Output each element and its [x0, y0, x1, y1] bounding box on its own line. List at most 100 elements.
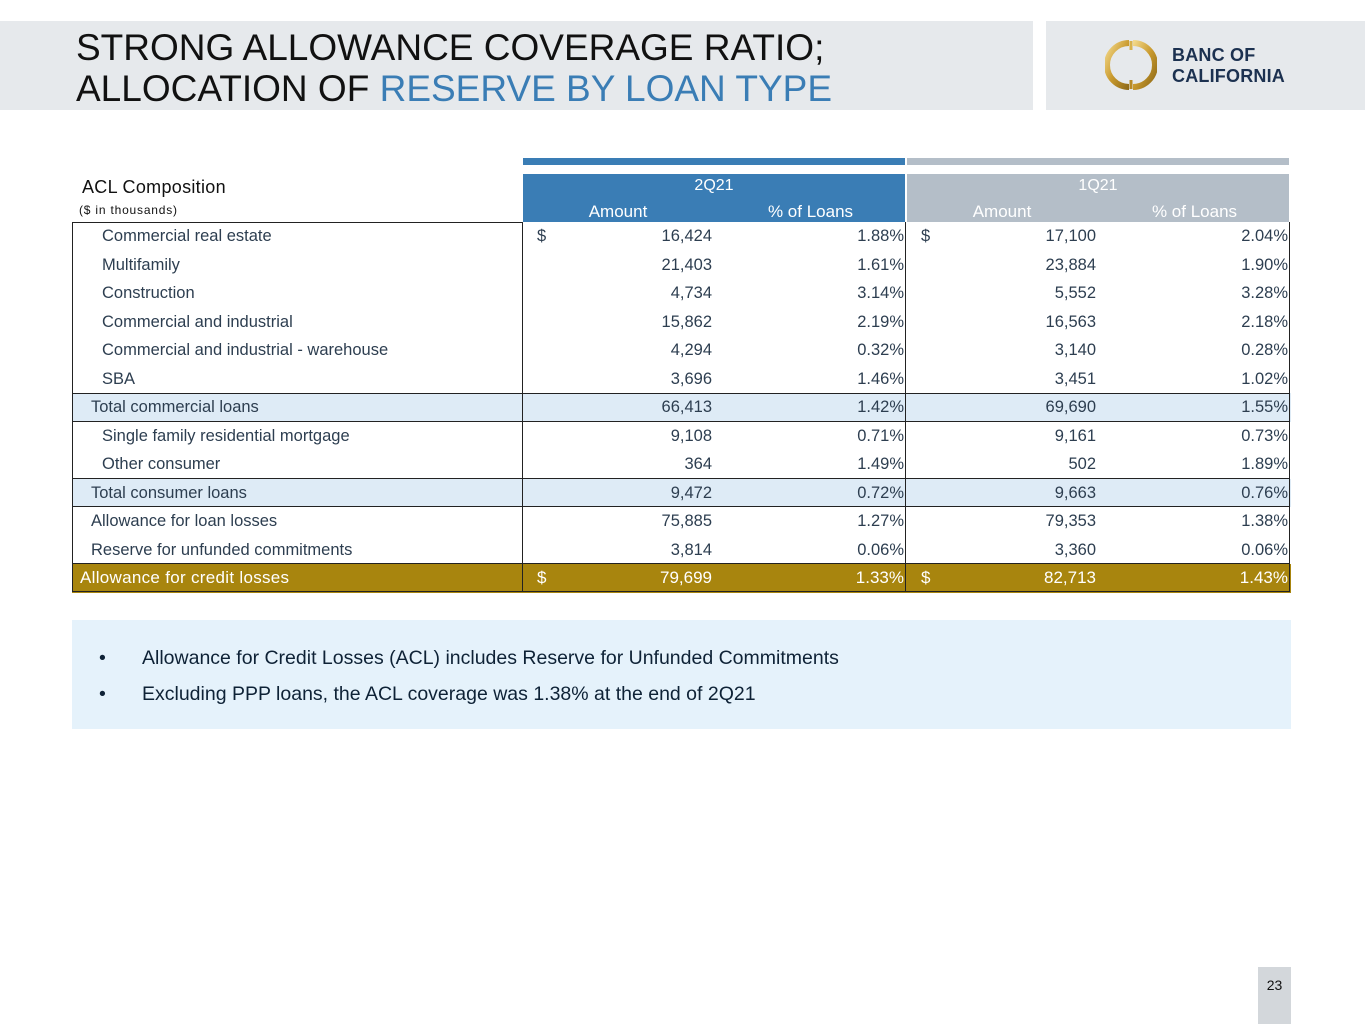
period-label: 1Q21: [1078, 177, 1118, 194]
pct-2q21: 2.19%: [857, 312, 904, 331]
amount-2q21: 9,472: [670, 483, 712, 502]
dollar-sign: $: [921, 568, 931, 587]
row-divider: [72, 563, 1290, 564]
bullet-icon: •: [99, 683, 106, 705]
row-label: Total consumer loans: [91, 483, 247, 502]
pct-2q21: 1.61%: [857, 255, 904, 274]
header-band: [0, 21, 1033, 110]
pct-1q21: 0.28%: [1241, 341, 1288, 359]
table-subtitle: ($ in thousands): [79, 203, 178, 217]
logo-line-2: CALIFORNIA: [1172, 66, 1285, 86]
pct-2q21: 1.49%: [857, 455, 904, 473]
pct-1q21: 1.90%: [1241, 255, 1288, 274]
period-1q21-header: 1Q21 Amount % of Loans: [907, 174, 1289, 222]
pct-2q21: 1.42%: [857, 398, 904, 416]
amount-2q21: 79,699: [660, 568, 712, 587]
table-row: Commercial and industrial - warehouse 4,…: [72, 336, 1291, 365]
amount-2q21: 364: [684, 455, 712, 473]
amount-header: Amount: [588, 202, 648, 221]
period-divider: [905, 222, 906, 592]
pct-header: % of Loans: [1151, 202, 1238, 221]
logo-text: BANC OF CALIFORNIA: [1172, 45, 1285, 87]
amount-2q21: 15,862: [661, 312, 712, 331]
grand-total-row: Allowance for credit losses $ 79,699 1.3…: [72, 564, 1291, 593]
amount-2q21: 4,734: [670, 284, 712, 302]
note-text: Excluding PPP loans, the ACL coverage wa…: [142, 683, 756, 705]
total-row: Total commercial loans 66,413 1.42% 69,6…: [72, 393, 1291, 422]
amount-2q21: 9,108: [670, 426, 712, 445]
pct-1q21: 1.02%: [1241, 369, 1288, 388]
page-title: STRONG ALLOWANCE COVERAGE RATIO; ALLOCAT…: [76, 27, 832, 109]
pct-2q21: 0.06%: [857, 540, 904, 559]
bullet-icon: •: [99, 647, 106, 669]
amount-1q21: 79,353: [1045, 512, 1096, 530]
pct-2q21: 1.27%: [857, 512, 904, 530]
row-label: Reserve for unfunded commitments: [91, 540, 353, 559]
acl-table: Commercial real estate $ 16,424 1.88% $ …: [72, 222, 1291, 593]
pct-2q21: 0.71%: [857, 426, 904, 445]
row-divider: [72, 506, 1290, 507]
amount-1q21: 502: [1068, 455, 1096, 473]
title-prefix: ALLOCATION OF: [76, 68, 380, 109]
note-text: Allowance for Credit Losses (ACL) includ…: [142, 647, 839, 669]
amount-1q21: 3,451: [1054, 369, 1096, 388]
row-label: SBA: [102, 369, 136, 388]
title-line-2: ALLOCATION OF RESERVE BY LOAN TYPE: [76, 68, 832, 109]
amount-1q21: 9,161: [1054, 426, 1096, 445]
amount-1q21: 9,663: [1054, 483, 1096, 502]
amount-2q21: 3,814: [670, 540, 712, 559]
amount-1q21: 3,140: [1054, 341, 1096, 359]
pct-2q21: 3.14%: [857, 284, 904, 302]
amount-2q21: 75,885: [661, 512, 712, 530]
row-divider: [523, 591, 1290, 592]
pct-1q21: 1.43%: [1239, 568, 1288, 587]
amount-1q21: 3,360: [1054, 540, 1096, 559]
amount-2q21: 3,696: [670, 369, 712, 388]
total-row: Total consumer loans 9,472 0.72% 9,663 0…: [72, 478, 1291, 507]
row-label: Construction: [102, 284, 195, 302]
pct-1q21: 2.04%: [1241, 227, 1288, 245]
period-2q21-header: 2Q21 Amount % of Loans: [523, 174, 905, 222]
table-row: Reserve for unfunded commitments 3,814 0…: [72, 536, 1291, 565]
table-row: Allowance for loan losses 75,885 1.27% 7…: [72, 507, 1291, 536]
row-divider: [72, 478, 1290, 479]
table-row: Multifamily 21,403 1.61% 23,884 1.90%: [72, 251, 1291, 280]
table-row: Construction 4,734 3.14% 5,552 3.28%: [72, 279, 1291, 308]
table-row: Commercial and industrial 15,862 2.19% 1…: [72, 308, 1291, 337]
pct-2q21: 0.32%: [857, 341, 904, 359]
row-label: Allowance for credit losses: [80, 568, 290, 587]
dollar-sign: $: [537, 227, 547, 245]
row-label: Commercial real estate: [102, 227, 272, 245]
amount-header: Amount: [972, 202, 1032, 221]
row-label: Commercial and industrial - warehouse: [102, 341, 389, 359]
table-row: Other consumer 364 1.49% 502 1.89%: [72, 450, 1291, 479]
pct-header: % of Loans: [767, 202, 854, 221]
table-row: Single family residential mortgage 9,108…: [72, 422, 1291, 451]
row-label: Total commercial loans: [91, 398, 259, 416]
ring-logo-icon: [1105, 40, 1157, 90]
table-row: SBA 3,696 1.46% 3,451 1.02%: [72, 365, 1291, 394]
page-number: 23: [1258, 967, 1291, 1024]
period-2q21-bar: [523, 158, 905, 165]
row-label: Allowance for loan losses: [91, 512, 278, 530]
period-1q21-bar: [907, 158, 1289, 165]
pct-2q21: 1.33%: [855, 568, 904, 587]
dollar-sign: $: [921, 227, 931, 245]
table-row: Commercial real estate $ 16,424 1.88% $ …: [72, 222, 1291, 251]
row-divider: [72, 393, 1290, 394]
logo-line-1: BANC OF: [1172, 45, 1256, 65]
pct-1q21: 0.06%: [1241, 540, 1288, 559]
amount-1q21: 5,552: [1054, 284, 1096, 302]
pct-1q21: 0.76%: [1241, 483, 1288, 502]
row-label: Single family residential mortgage: [102, 426, 350, 445]
period-label: 2Q21: [694, 177, 734, 194]
pct-1q21: 1.89%: [1241, 455, 1288, 473]
notes-box: • Allowance for Credit Losses (ACL) incl…: [72, 620, 1291, 729]
amount-2q21: 4,294: [670, 341, 712, 359]
amount-1q21: 82,713: [1044, 568, 1096, 587]
amount-2q21: 66,413: [661, 398, 712, 416]
logo-band: [1046, 21, 1365, 110]
pct-2q21: 1.88%: [857, 227, 904, 245]
pct-2q21: 0.72%: [857, 483, 904, 502]
pct-1q21: 0.73%: [1241, 426, 1288, 445]
